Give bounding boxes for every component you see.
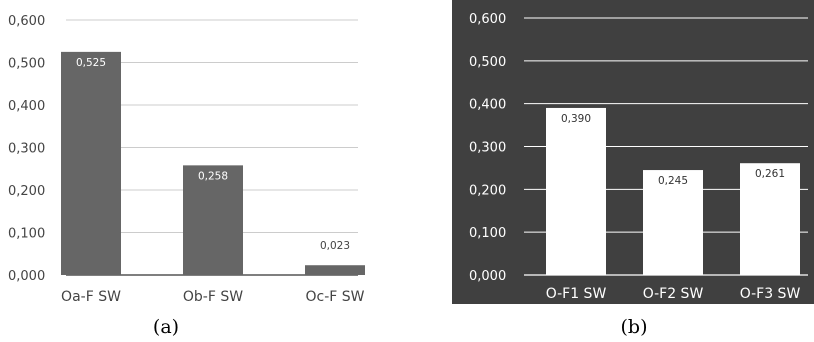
- chart-b: 0,000 0,100 0,200 0,300 0,400 0,500 0,600 0,390…: [452, 0, 814, 338]
- y-tick-label: 0,200: [469, 183, 506, 198]
- x-category-label: Oa-F SW: [61, 289, 121, 305]
- y-tick-label: 0,300: [8, 142, 45, 157]
- y-tick-label: 0,600: [469, 12, 506, 27]
- y-tick-label: 0,500: [8, 57, 45, 72]
- chart-caption: (a): [153, 316, 179, 338]
- y-tick-label: 0,100: [8, 227, 45, 242]
- y-tick-label: 0,000: [469, 269, 506, 284]
- y-tick-label: 0,000: [8, 269, 45, 284]
- y-tick-label: 0,300: [469, 141, 506, 156]
- bar: [643, 170, 703, 275]
- bar-value-label: 0,023: [320, 240, 350, 252]
- x-category-label: Oc-F SW: [305, 289, 364, 305]
- x-category-label: O-F2 SW: [643, 286, 704, 302]
- y-tick-label: 0,500: [469, 55, 506, 70]
- y-tick-label: 0,100: [469, 226, 506, 241]
- bar: [305, 265, 365, 275]
- x-category-label: Ob-F SW: [183, 289, 243, 305]
- chart-caption: (b): [621, 316, 648, 338]
- x-category-label: O-F3 SW: [740, 286, 801, 302]
- bar-value-label: 0,525: [76, 57, 106, 69]
- bar-value-label: 0,390: [561, 113, 591, 125]
- bar: [546, 107, 606, 275]
- y-tick-label: 0,600: [8, 14, 45, 29]
- bar: [183, 165, 243, 275]
- bar-value-label: 0,258: [198, 170, 228, 182]
- bar-value-label: 0,245: [658, 175, 688, 187]
- y-tick-label: 0,400: [8, 99, 45, 114]
- bar: [740, 163, 800, 275]
- y-tick-label: 0,200: [8, 184, 45, 199]
- y-tick-label: 0,400: [469, 98, 506, 113]
- chart-a: 0,000 0,100 0,200 0,300 0,400 0,500 0,600 0,525…: [8, 14, 365, 338]
- bar: [61, 51, 121, 275]
- bar-value-label: 0,261: [755, 168, 785, 180]
- x-category-label: O-F1 SW: [546, 286, 607, 302]
